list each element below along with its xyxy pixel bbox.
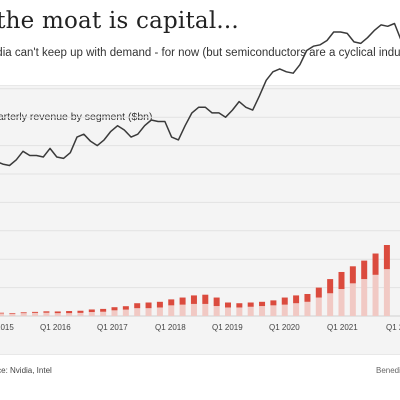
bar-segment-lower (304, 301, 311, 316)
bar-segment-upper (179, 297, 186, 305)
bar-segment-upper (372, 253, 379, 275)
bar-segment-upper (213, 297, 220, 307)
bar-segment-lower (179, 304, 186, 316)
x-tick-label: Q1 2020 (269, 323, 300, 332)
bar-segment-lower (43, 312, 50, 316)
bar-segment-lower (338, 289, 345, 316)
bar-segment-lower (213, 306, 220, 316)
bar-segment-lower (122, 309, 129, 316)
bar-segment-upper (134, 303, 141, 309)
chart-panel (0, 85, 400, 355)
page-subtitle: vidia can't keep up with demand - for no… (0, 47, 400, 59)
x-tick-label: Q1 2 (386, 323, 400, 332)
bar-segment-upper (293, 295, 300, 304)
bar-segment-upper (349, 266, 356, 284)
bar-segment-upper (270, 300, 277, 306)
bar-segment-upper (236, 303, 243, 308)
bar-segment-upper (190, 295, 197, 304)
bar-segment-lower (202, 303, 209, 316)
bar-segment-lower (372, 274, 379, 316)
bar-segment-lower (145, 308, 152, 316)
bar-segment-upper (338, 271, 345, 290)
bar-segment-lower (361, 279, 368, 316)
bar-segment-lower (156, 307, 163, 316)
x-tick-label: Q1 2019 (212, 323, 243, 332)
bar-segment-lower (66, 313, 73, 316)
bar-segment-lower (20, 313, 27, 316)
bar-segment-lower (383, 269, 390, 316)
bar-segment-upper (145, 302, 152, 309)
bar-segment-upper (259, 301, 266, 307)
bar-segment-upper (327, 279, 334, 294)
bar-segment-lower (270, 305, 277, 316)
bar-segment-upper (168, 299, 175, 306)
bar-segment-upper (20, 312, 27, 314)
bar-segment-lower (77, 312, 84, 316)
bar-segment-upper (247, 302, 254, 307)
bar-segment-lower (54, 313, 61, 316)
bar-segment-lower (281, 304, 288, 316)
bar-segment-upper (77, 310, 84, 313)
source-note: urce: Nvidia, Intel (0, 366, 52, 375)
bar-segment-lower (32, 312, 39, 316)
x-tick-label: Q1 2017 (97, 323, 128, 332)
gridlines (0, 88, 400, 317)
x-tick-label: Q1 2018 (155, 323, 186, 332)
bar-segment-upper (122, 306, 129, 310)
bar-segment-lower (9, 313, 16, 316)
bar-segment-lower (349, 283, 356, 316)
bar-segment-lower (168, 305, 175, 316)
page-title: f the moat is capital... (0, 8, 239, 34)
bar-segment-lower (100, 311, 107, 316)
bar-segment-upper (315, 287, 322, 298)
bar-series (0, 245, 390, 316)
bar-segment-lower (293, 303, 300, 316)
bar-segment-upper (383, 245, 390, 270)
bar-segment-upper (0, 312, 4, 314)
line-path (0, 22, 400, 167)
x-tick-label: 2015 (0, 323, 14, 332)
bar-segment-upper (361, 260, 368, 280)
bar-segment-upper (43, 311, 50, 313)
bar-segment-lower (134, 308, 141, 316)
bar-segment-upper (54, 311, 61, 314)
bar-segment-lower (327, 293, 334, 316)
bar-segment-upper (202, 294, 209, 304)
bar-segment-upper (304, 293, 311, 302)
bar-segment-upper (225, 302, 231, 308)
bar-segment-upper (88, 309, 95, 313)
bar-segment-lower (0, 313, 4, 316)
bar-segment-upper (111, 307, 118, 311)
bar-segment-upper (281, 297, 288, 305)
bar-segment-upper (66, 311, 73, 314)
bar-segment-upper (32, 311, 39, 313)
bar-segment-lower (190, 303, 197, 316)
bar-segment-lower (111, 310, 118, 316)
bar-segment-lower (259, 306, 266, 316)
bar-segment-lower (225, 307, 231, 316)
bar-segment-upper (9, 313, 16, 314)
credit-note: Benedi (376, 366, 400, 375)
x-tick-label: Q1 2021 (327, 323, 358, 332)
bar-segment-lower (236, 307, 243, 316)
bar-segment-lower (315, 297, 322, 316)
line-series (0, 22, 400, 167)
bar-segment-lower (88, 312, 95, 316)
bar-segment-lower (247, 306, 254, 316)
x-axis-ticks: 2015 Q1 2016 Q1 2017 Q1 2018 Q1 2019 Q1 2020 Q… (0, 323, 400, 332)
bar-segment-upper (156, 301, 163, 308)
bar-segment-upper (100, 308, 107, 312)
x-tick-label: Q1 2016 (40, 323, 71, 332)
